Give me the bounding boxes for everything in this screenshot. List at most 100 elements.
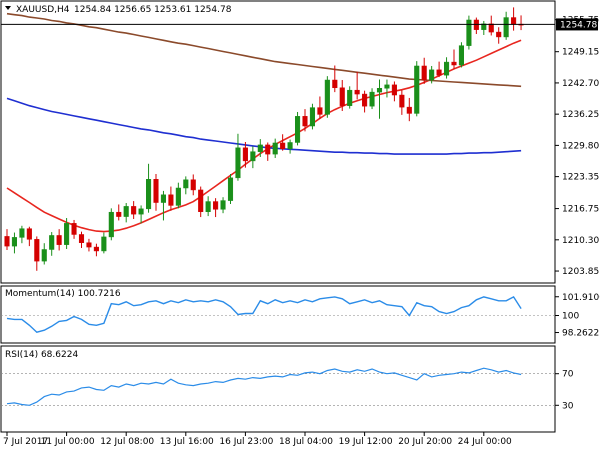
candle-body (190, 179, 196, 191)
momentum-axis: 101.9106 100 98.2622 (555, 293, 600, 339)
candle-body (436, 69, 442, 76)
candle-body (272, 142, 278, 155)
candle-body (399, 94, 405, 108)
candle-body (451, 61, 457, 66)
price-tick-label: 1210.30 (562, 236, 599, 246)
candle-body (26, 228, 32, 240)
candle (436, 61, 442, 78)
candle (488, 15, 494, 36)
rsi-panel[interactable] (0, 345, 556, 433)
momentum-tick-label: 98.2622 (562, 329, 599, 339)
candle-body (391, 84, 397, 96)
time-tick-label: 7 Jul 2017 (3, 437, 48, 447)
candle-body (93, 246, 99, 252)
candle-body (213, 201, 219, 210)
candle (175, 182, 181, 209)
candle (302, 109, 308, 132)
candle-body (101, 236, 107, 252)
candle-body (123, 206, 129, 217)
candle (213, 198, 219, 218)
current-price-box (556, 18, 598, 31)
current-price-label: 1254.78 (560, 20, 597, 30)
candle (503, 11, 509, 40)
candle (227, 173, 234, 204)
candle (168, 186, 174, 211)
price-tick-label: 1223.35 (562, 173, 599, 183)
candle-body (466, 19, 472, 46)
candle (11, 232, 17, 254)
candle-body (220, 200, 226, 210)
candle-body (64, 223, 70, 245)
candle (384, 79, 390, 98)
candle (332, 65, 338, 93)
candle (131, 201, 137, 219)
collapse-triangle-icon[interactable] (5, 6, 11, 10)
candle-body (4, 236, 10, 247)
candle (347, 86, 353, 109)
candle-body (19, 228, 25, 238)
candle (86, 238, 92, 252)
candle (138, 205, 144, 224)
candle-body (488, 23, 494, 33)
candle-body (168, 194, 174, 206)
price-tick-label: 1229.80 (562, 141, 599, 151)
momentum-series-line (6, 295, 522, 333)
candle (146, 163, 152, 213)
time-tick-label: 18 Jul 04:00 (279, 437, 333, 447)
candle-body (265, 144, 271, 155)
candle-body (287, 142, 293, 150)
rsi-axis: 70 30 (555, 370, 574, 411)
candle (414, 61, 420, 117)
candle-body (227, 177, 234, 201)
candle (101, 232, 107, 254)
candle (160, 190, 166, 221)
ohlc-readout: 1254.84 1256.65 1253.61 1254.78 (74, 5, 232, 15)
candle (250, 146, 256, 169)
candle-body (347, 89, 353, 106)
candle-body (183, 179, 189, 189)
candle (324, 76, 330, 118)
candle-body (153, 179, 159, 203)
candle-body (198, 189, 204, 212)
price-tick-label: 1249.15 (562, 48, 599, 58)
candle-body (421, 65, 427, 81)
candle-body (146, 179, 152, 210)
candle-body (131, 206, 137, 215)
rsi-series-line (6, 367, 522, 406)
candle-body (41, 249, 47, 262)
candle (34, 236, 40, 271)
candle (496, 27, 502, 44)
ma-red-line (6, 39, 522, 233)
momentum-title: Momentum(14) 100.7216 (5, 289, 121, 299)
price-axis: 1255.751249.151242.701236.251229.801223.… (555, 16, 599, 277)
candle (354, 71, 360, 100)
ma-blue-line (6, 97, 522, 155)
price-tick-label: 1236.25 (562, 110, 599, 120)
candle (339, 80, 345, 112)
candle (153, 173, 159, 211)
candle-body (309, 107, 315, 127)
candle (93, 243, 99, 257)
candle (71, 219, 77, 239)
rsi-tick-label: 30 (562, 401, 574, 411)
candle (376, 79, 383, 119)
time-tick-label: 13 Jul 16:00 (160, 437, 214, 447)
candle-body (511, 17, 517, 25)
candle-body (406, 106, 412, 114)
candle-body (384, 84, 390, 89)
momentum-panel[interactable] (0, 285, 556, 344)
candle (369, 88, 375, 110)
candle-body (481, 23, 487, 30)
candle-body (324, 79, 330, 115)
candle-body (86, 242, 92, 248)
candle (391, 81, 397, 102)
candle-body (339, 87, 345, 106)
price-tick-label: 1203.85 (562, 267, 599, 277)
candle (257, 139, 263, 158)
candle-body (295, 116, 301, 143)
price-panel[interactable] (0, 0, 556, 284)
candle-body (108, 211, 114, 238)
candle-body (414, 65, 420, 114)
